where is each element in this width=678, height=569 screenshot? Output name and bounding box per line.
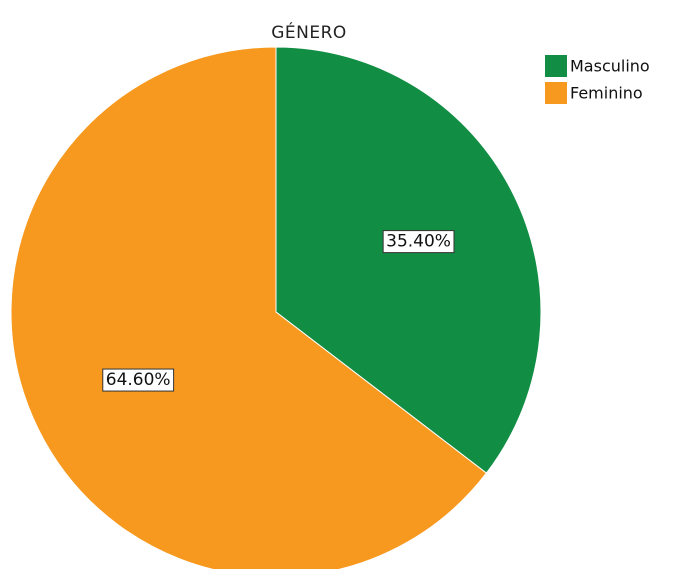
- legend-label: Masculino: [570, 57, 650, 76]
- legend-swatch: [545, 82, 567, 104]
- legend-label: Feminino: [570, 84, 643, 103]
- slice-label-text: 64.60%: [106, 370, 171, 390]
- pie-slice-labels: 35.40% 64.60%: [102, 230, 455, 392]
- slice-label-masculino: 35.40%: [382, 230, 455, 254]
- pie-slices: [10, 46, 542, 569]
- slice-label-text: 35.40%: [386, 232, 451, 252]
- legend-swatch: [545, 55, 567, 77]
- slice-label-feminino: 64.60%: [102, 368, 175, 392]
- chart-title: GÉNERO: [271, 21, 347, 43]
- slice-label-box: [382, 230, 455, 254]
- legend-item-masculino: Masculino: [545, 55, 650, 77]
- legend: Masculino Feminino: [545, 55, 650, 104]
- pie-slice-feminino: [10, 46, 488, 569]
- slice-label-box: [102, 368, 175, 392]
- pie-slice-masculino: [275, 46, 542, 474]
- legend-item-feminino: Feminino: [545, 82, 643, 104]
